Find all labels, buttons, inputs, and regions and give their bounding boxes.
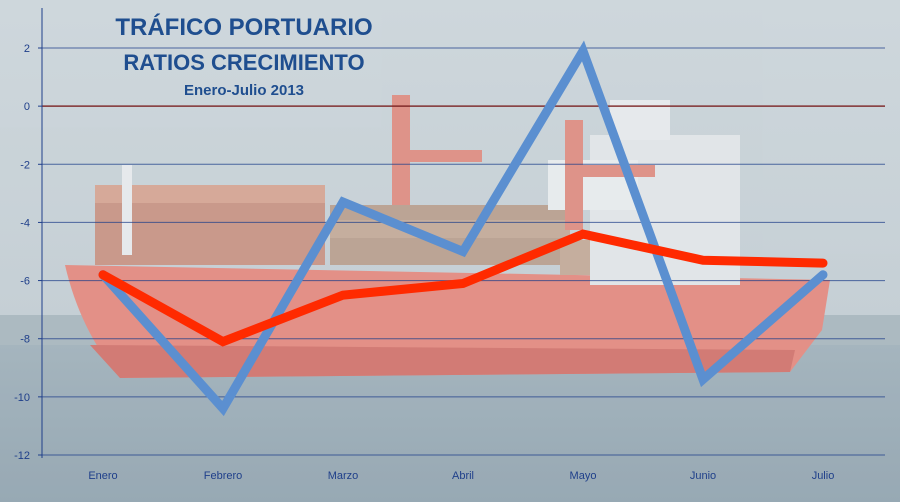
y-tick-label: -6 bbox=[20, 276, 30, 288]
data-point bbox=[822, 274, 824, 276]
y-axis-ticks: 2 0 -2 -4 -6 -8 -10 -12 bbox=[14, 43, 42, 462]
data-point bbox=[102, 274, 104, 276]
chart-title: TRÁFICO PORTUARIO bbox=[115, 13, 372, 41]
data-point bbox=[462, 282, 464, 284]
data-point bbox=[462, 251, 464, 252]
y-tick-label: -8 bbox=[20, 334, 30, 346]
data-point bbox=[582, 50, 584, 52]
chart-period: Enero-Julio 2013 bbox=[184, 82, 304, 99]
y-tick-label: 0 bbox=[24, 101, 30, 113]
series-layer bbox=[98, 40, 828, 417]
x-axis-categories: Enero Febrero Marzo Abril Mayo Junio Julio bbox=[88, 470, 834, 482]
data-point bbox=[342, 294, 344, 296]
chart-subtitle: RATIOS CRECIMIENTO bbox=[123, 50, 364, 75]
x-category-label: Febrero bbox=[204, 470, 243, 482]
y-tick-label: -4 bbox=[20, 217, 30, 229]
title-block: TRÁFICO PORTUARIO RATIOS CRECIMIENTO Ene… bbox=[115, 13, 372, 99]
x-category-label: Julio bbox=[812, 470, 835, 482]
x-category-label: Mayo bbox=[570, 470, 597, 482]
data-point bbox=[702, 378, 704, 380]
y-tick-label: -12 bbox=[14, 450, 30, 462]
x-category-label: Abril bbox=[452, 470, 474, 482]
data-point bbox=[822, 262, 824, 264]
x-category-label: Junio bbox=[690, 470, 716, 482]
y-tick-label: -10 bbox=[14, 392, 30, 404]
data-point bbox=[222, 341, 224, 343]
x-category-label: Enero bbox=[88, 470, 117, 482]
data-point bbox=[702, 259, 704, 261]
y-tick-label: 2 bbox=[24, 43, 30, 55]
data-point bbox=[222, 407, 224, 409]
data-point bbox=[582, 233, 584, 235]
data-point bbox=[342, 201, 344, 203]
x-category-label: Marzo bbox=[328, 470, 359, 482]
y-tick-label: -2 bbox=[20, 159, 30, 171]
